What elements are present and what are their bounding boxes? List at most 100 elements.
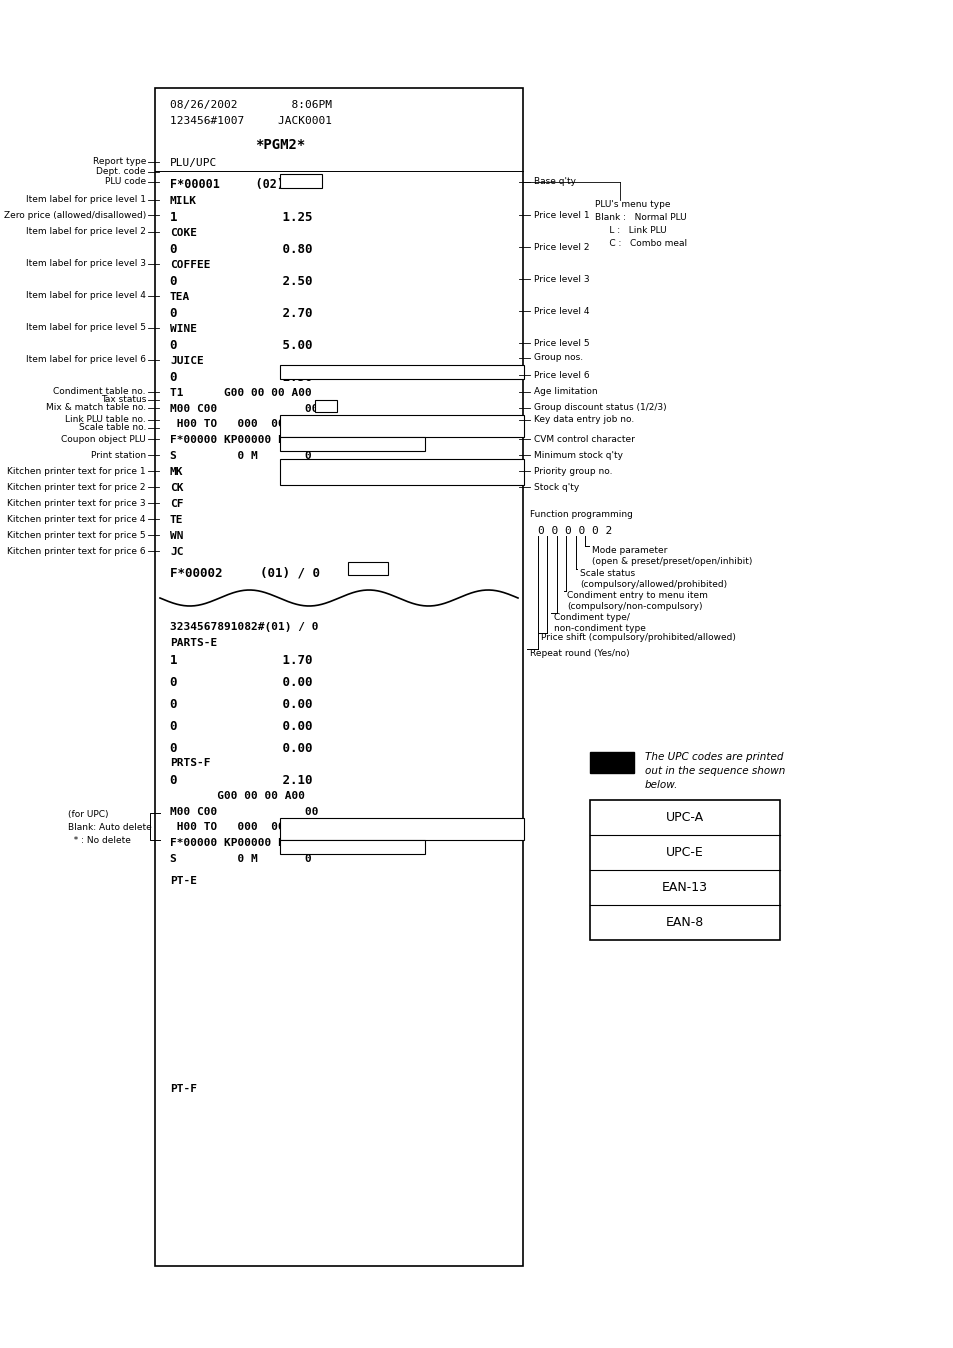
Text: Price level 6: Price level 6 bbox=[534, 371, 589, 380]
Text: F*00002     (01) / 0: F*00002 (01) / 0 bbox=[170, 566, 319, 580]
Text: CF: CF bbox=[170, 499, 183, 510]
Bar bbox=[589, 752, 634, 772]
Text: M00 C00             00: M00 C00 00 bbox=[170, 404, 318, 414]
Text: MK: MK bbox=[170, 466, 183, 477]
Text: 0              0.80: 0 0.80 bbox=[170, 243, 313, 256]
Text: PLU's menu type: PLU's menu type bbox=[595, 200, 670, 209]
Bar bbox=[280, 437, 424, 452]
Text: Kitchen printer text for price 2: Kitchen printer text for price 2 bbox=[8, 483, 146, 492]
Text: Dept. code: Dept. code bbox=[96, 167, 146, 177]
Text: Key data entry job no.: Key data entry job no. bbox=[534, 415, 634, 425]
Text: S         0 M       0: S 0 M 0 bbox=[170, 855, 312, 864]
Bar bbox=[280, 415, 523, 437]
Text: Kitchen printer text for price 1: Kitchen printer text for price 1 bbox=[8, 466, 146, 476]
Text: 0              2.10: 0 2.10 bbox=[170, 774, 313, 787]
Text: Link PLU table no.: Link PLU table no. bbox=[65, 415, 146, 425]
Text: 0              2.70: 0 2.70 bbox=[170, 307, 313, 319]
Text: Price level 5: Price level 5 bbox=[534, 338, 589, 348]
Text: WN: WN bbox=[170, 531, 183, 541]
Text: below.: below. bbox=[644, 780, 678, 790]
Text: Report type: Report type bbox=[92, 158, 146, 167]
Bar bbox=[280, 818, 523, 840]
Text: TE: TE bbox=[170, 515, 183, 524]
Text: 0              0.00: 0 0.00 bbox=[170, 741, 313, 755]
Text: 08/26/2002        8:06PM: 08/26/2002 8:06PM bbox=[170, 100, 332, 111]
Text: *PGM2*: *PGM2* bbox=[254, 137, 305, 152]
Text: WINE: WINE bbox=[170, 324, 196, 334]
Text: L :   Link PLU: L : Link PLU bbox=[595, 226, 666, 235]
Text: EAN-13: EAN-13 bbox=[661, 882, 707, 894]
Text: 0              0.00: 0 0.00 bbox=[170, 720, 313, 733]
Text: 0              1.50: 0 1.50 bbox=[170, 371, 313, 384]
Text: 123456#1007     JACK0001: 123456#1007 JACK0001 bbox=[170, 116, 332, 125]
Text: CK: CK bbox=[170, 483, 183, 493]
Text: Minimum stock q'ty: Minimum stock q'ty bbox=[534, 450, 622, 460]
Text: CVM control character: CVM control character bbox=[534, 434, 634, 443]
Text: PARTS-E: PARTS-E bbox=[170, 638, 217, 648]
Text: 1              1.25: 1 1.25 bbox=[170, 212, 313, 224]
Bar bbox=[280, 365, 523, 379]
Text: The UPC codes are printed: The UPC codes are printed bbox=[644, 752, 782, 762]
Text: out in the sequence shown: out in the sequence shown bbox=[644, 766, 784, 776]
Text: Price level 4: Price level 4 bbox=[534, 306, 589, 315]
Text: (compulsory/allowed/prohibited): (compulsory/allowed/prohibited) bbox=[579, 580, 726, 589]
Text: PLU code: PLU code bbox=[105, 178, 146, 186]
Text: JC: JC bbox=[170, 547, 183, 557]
Text: Item label for price level 3: Item label for price level 3 bbox=[26, 260, 146, 268]
Text: Mode parameter: Mode parameter bbox=[592, 546, 667, 555]
Text: 0              0.00: 0 0.00 bbox=[170, 675, 313, 689]
Bar bbox=[154, 88, 522, 1266]
Text: EAN-8: EAN-8 bbox=[665, 917, 703, 929]
Text: (for UPC): (for UPC) bbox=[68, 810, 109, 820]
Text: JUICE: JUICE bbox=[170, 356, 204, 367]
Bar bbox=[280, 840, 424, 855]
Text: 1              1.70: 1 1.70 bbox=[170, 654, 313, 667]
Text: Condiment table no.: Condiment table no. bbox=[53, 387, 146, 396]
Text: Item label for price level 2: Item label for price level 2 bbox=[26, 228, 146, 236]
Text: UPC-E: UPC-E bbox=[665, 847, 703, 859]
Text: T1      G00 00 00 A00: T1 G00 00 00 A00 bbox=[170, 388, 312, 398]
Text: Kitchen printer text for price 3: Kitchen printer text for price 3 bbox=[8, 499, 146, 507]
Bar bbox=[280, 174, 322, 187]
Text: H00 TO   000  000002: H00 TO 000 000002 bbox=[170, 822, 312, 832]
Text: Price level 2: Price level 2 bbox=[534, 243, 589, 252]
Text: Group nos.: Group nos. bbox=[534, 353, 582, 363]
Text: PRTS-F: PRTS-F bbox=[170, 758, 211, 768]
Text: Condiment entry to menu item: Condiment entry to menu item bbox=[566, 590, 707, 600]
Text: F*00000 KP00000 PG0 40: F*00000 KP00000 PG0 40 bbox=[170, 435, 318, 445]
Text: Priority group no.: Priority group no. bbox=[534, 466, 612, 476]
Text: G00 00 00 A00: G00 00 00 A00 bbox=[170, 791, 305, 801]
Text: Scale status: Scale status bbox=[579, 569, 635, 578]
Text: H00 TO   000  000002: H00 TO 000 000002 bbox=[170, 419, 312, 429]
Text: * : No delete: * : No delete bbox=[68, 836, 131, 845]
Text: Kitchen printer text for price 6: Kitchen printer text for price 6 bbox=[8, 546, 146, 555]
Text: PLU/UPC: PLU/UPC bbox=[170, 158, 217, 168]
Text: 0              2.50: 0 2.50 bbox=[170, 275, 313, 288]
Text: Zero price (allowed/disallowed): Zero price (allowed/disallowed) bbox=[4, 210, 146, 220]
Text: S         0 M       0: S 0 M 0 bbox=[170, 452, 312, 461]
Text: Stock q'ty: Stock q'ty bbox=[534, 483, 578, 492]
Text: Item label for price level 1: Item label for price level 1 bbox=[26, 195, 146, 205]
Text: Scale table no.: Scale table no. bbox=[78, 423, 146, 433]
Text: TEA: TEA bbox=[170, 293, 190, 302]
Text: COKE: COKE bbox=[170, 228, 196, 239]
Text: COFFEE: COFFEE bbox=[170, 260, 211, 270]
Text: 0              0.00: 0 0.00 bbox=[170, 698, 313, 710]
Text: Tax status: Tax status bbox=[100, 395, 146, 404]
Text: Group discount status (1/2/3): Group discount status (1/2/3) bbox=[534, 403, 666, 412]
Text: MILK: MILK bbox=[170, 195, 196, 206]
Text: 0              5.00: 0 5.00 bbox=[170, 338, 313, 352]
Text: (compulsory/non-compulsory): (compulsory/non-compulsory) bbox=[566, 603, 701, 611]
Text: Price shift (compulsory/prohibited/allowed): Price shift (compulsory/prohibited/allow… bbox=[540, 634, 735, 642]
Text: Item label for price level 5: Item label for price level 5 bbox=[26, 324, 146, 333]
Bar bbox=[280, 460, 523, 485]
Text: Price level 1: Price level 1 bbox=[534, 210, 589, 220]
Text: F*00000 KP00000 PG0 00: F*00000 KP00000 PG0 00 bbox=[170, 838, 318, 848]
Text: Kitchen printer text for price 4: Kitchen printer text for price 4 bbox=[8, 515, 146, 523]
Text: Coupon object PLU: Coupon object PLU bbox=[61, 434, 146, 443]
Text: Age limitation: Age limitation bbox=[534, 387, 597, 396]
Text: F*00001     (02)  0: F*00001 (02) 0 bbox=[170, 178, 305, 191]
Text: Mix & match table no.: Mix & match table no. bbox=[46, 403, 146, 412]
Text: Blank: Auto delete: Blank: Auto delete bbox=[68, 824, 152, 832]
Text: Base q'ty: Base q'ty bbox=[534, 178, 576, 186]
